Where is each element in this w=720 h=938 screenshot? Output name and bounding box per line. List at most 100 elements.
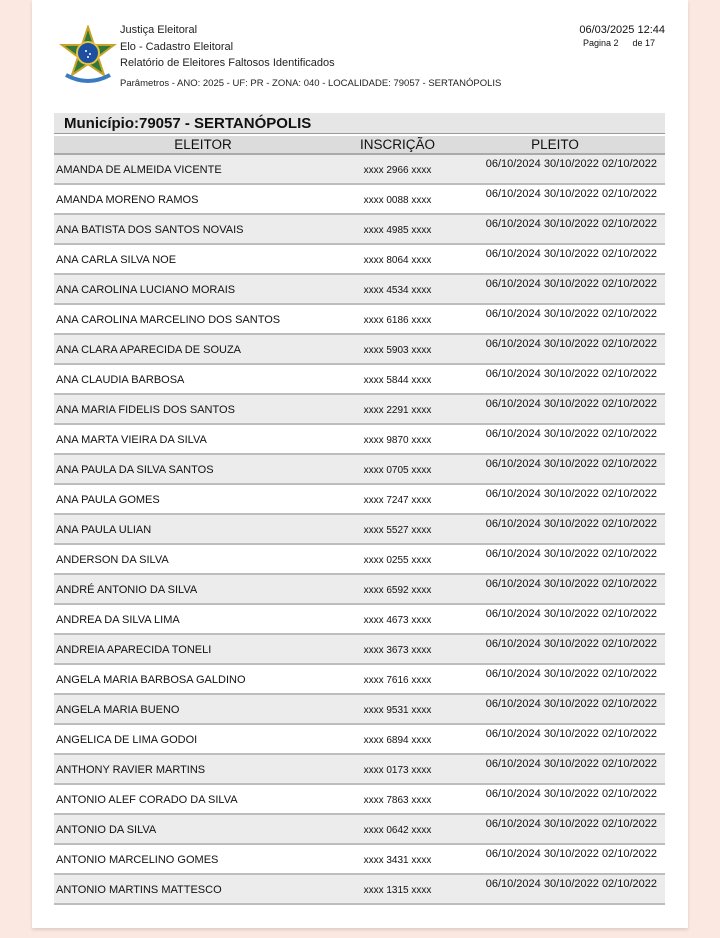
voter-pleito: 06/10/2024 30/10/2022 02/10/2022 xyxy=(485,848,657,860)
system-name: Elo - Cadastro Eleitoral xyxy=(120,41,234,53)
voter-name: ANGELICA DE LIMA GODOI xyxy=(56,734,198,746)
voter-name: ANA CLARA APARECIDA DE SOUZA xyxy=(56,344,242,356)
voter-name: ANA CAROLINA MARCELINO DOS SANTOS xyxy=(56,314,281,326)
voter-inscricao: xxxx 0255 xxxx xyxy=(363,555,432,566)
voter-name: ANA PAULA ULIAN xyxy=(56,524,152,536)
voter-name: ANTONIO MARTINS MATTESCO xyxy=(56,884,222,896)
voter-pleito: 06/10/2024 30/10/2022 02/10/2022 xyxy=(485,398,657,410)
table-row: ANA CAROLINA MARCELINO DOS SANTOS xxxx 61… xyxy=(54,305,665,335)
voter-inscricao: xxxx 0173 xxxx xyxy=(363,765,432,776)
voter-pleito: 06/10/2024 30/10/2022 02/10/2022 xyxy=(485,758,657,770)
voter-name: ANA PAULA DA SILVA SANTOS xyxy=(56,464,214,476)
voter-name: ANA CAROLINA LUCIANO MORAIS xyxy=(56,284,236,296)
voter-pleito: 06/10/2024 30/10/2022 02/10/2022 xyxy=(485,608,657,620)
voter-inscricao: xxxx 1315 xxxx xyxy=(363,885,432,896)
table-row: ANA BATISTA DOS SANTOS NOVAIS xxxx 4985 x… xyxy=(54,215,665,245)
column-header-pleito: PLEITO xyxy=(531,137,579,152)
brazil-coat-of-arms-icon xyxy=(59,25,117,83)
voter-inscricao: xxxx 3431 xxxx xyxy=(363,855,432,866)
voter-name: AMANDA DE ALMEIDA VICENTE xyxy=(56,164,222,176)
table-row: ANDRÉ ANTONIO DA SILVA xxxx 6592 xxxx 06/1… xyxy=(54,575,665,605)
voter-pleito: 06/10/2024 30/10/2022 02/10/2022 xyxy=(485,428,657,440)
voter-name: ANTONIO ALEF CORADO DA SILVA xyxy=(56,794,238,806)
voter-inscricao: xxxx 6592 xxxx xyxy=(363,585,432,596)
voter-pleito: 06/10/2024 30/10/2022 02/10/2022 xyxy=(485,338,657,350)
voter-inscricao: xxxx 9531 xxxx xyxy=(363,705,432,716)
table-row: AMANDA MORENO RAMOS xxxx 0088 xxxx 06/10/2… xyxy=(54,185,665,215)
voter-inscricao: xxxx 6186 xxxx xyxy=(363,315,432,326)
table-row: ANA MARIA FIDELIS DOS SANTOS xxxx 2291 xx… xyxy=(54,395,665,425)
table-row: ANDREA DA SILVA LIMA xxxx 4673 xxxx 06/10/… xyxy=(54,605,665,635)
voter-name: ANA CLAUDIA BARBOSA xyxy=(56,374,185,386)
voter-inscricao: xxxx 5903 xxxx xyxy=(363,345,432,356)
voter-name: ANA PAULA GOMES xyxy=(56,494,160,506)
report-datetime: 06/03/2025 12:44 xyxy=(579,24,665,36)
table-row: ANTONIO MARTINS MATTESCO xxxx 1315 xxxx 06… xyxy=(54,875,665,905)
voter-inscricao: xxxx 6894 xxxx xyxy=(363,735,432,746)
voter-pleito: 06/10/2024 30/10/2022 02/10/2022 xyxy=(485,578,657,590)
table-row: ANA CLARA APARECIDA DE SOUZA xxxx 5903 xx… xyxy=(54,335,665,365)
voter-inscricao: xxxx 9870 xxxx xyxy=(363,435,432,446)
table-row: ANA CLAUDIA BARBOSA xxxx 5844 xxxx 06/10/2… xyxy=(54,365,665,395)
table-row: ANA CARLA SILVA NOE xxxx 8064 xxxx 06/10/2… xyxy=(54,245,665,275)
voter-name: ANA MARTA VIEIRA DA SILVA xyxy=(56,434,207,446)
voter-pleito: 06/10/2024 30/10/2022 02/10/2022 xyxy=(485,188,657,200)
voter-pleito: 06/10/2024 30/10/2022 02/10/2022 xyxy=(485,278,657,290)
voter-name: ANTONIO DA SILVA xyxy=(56,824,157,836)
voter-name: ANDREA DA SILVA LIMA xyxy=(56,614,180,626)
voter-name: AMANDA MORENO RAMOS xyxy=(56,194,199,206)
voter-pleito: 06/10/2024 30/10/2022 02/10/2022 xyxy=(485,458,657,470)
report-page: Justiça Eleitoral Elo - Cadastro Eleitor… xyxy=(32,0,688,928)
voter-inscricao: xxxx 4673 xxxx xyxy=(363,615,432,626)
voter-name: ANTONIO MARCELINO GOMES xyxy=(56,854,219,866)
page-indicator: Pagina 2 de 17 xyxy=(583,38,655,48)
voter-name: ANDREIA APARECIDA TONELI xyxy=(56,644,212,656)
voter-pleito: 06/10/2024 30/10/2022 02/10/2022 xyxy=(485,698,657,710)
voter-name: ANA CARLA SILVA NOE xyxy=(56,254,177,266)
column-header-eleitor: ELEITOR xyxy=(174,137,232,152)
report-title: Relatório de Eleitores Faltosos Identifi… xyxy=(120,57,335,69)
table-row: ANA PAULA GOMES xxxx 7247 xxxx 06/10/2024 … xyxy=(54,485,665,515)
voter-inscricao: xxxx 0088 xxxx xyxy=(363,195,432,206)
voter-name: ANDERSON DA SILVA xyxy=(56,554,169,566)
voter-pleito: 06/10/2024 30/10/2022 02/10/2022 xyxy=(485,248,657,260)
municipio-heading: Município:79057 - SERTANÓPOLIS xyxy=(54,113,665,134)
table-body: AMANDA DE ALMEIDA VICENTE xxxx 2966 xxxx 0… xyxy=(54,155,665,905)
voter-name: ANGELA MARIA BUENO xyxy=(56,704,180,716)
voter-pleito: 06/10/2024 30/10/2022 02/10/2022 xyxy=(485,158,657,170)
table-row: AMANDA DE ALMEIDA VICENTE xxxx 2966 xxxx 0… xyxy=(54,155,665,185)
voter-pleito: 06/10/2024 30/10/2022 02/10/2022 xyxy=(485,488,657,500)
voter-name: ANA BATISTA DOS SANTOS NOVAIS xyxy=(56,224,244,236)
voter-pleito: 06/10/2024 30/10/2022 02/10/2022 xyxy=(485,638,657,650)
voter-name: ANGELA MARIA BARBOSA GALDINO xyxy=(56,674,246,686)
report-parameters: Parâmetros - ANO: 2025 - UF: PR - ZONA: … xyxy=(120,78,502,89)
voter-pleito: 06/10/2024 30/10/2022 02/10/2022 xyxy=(485,368,657,380)
voter-pleito: 06/10/2024 30/10/2022 02/10/2022 xyxy=(485,788,657,800)
table-row: ANTONIO MARCELINO GOMES xxxx 3431 xxxx 06/… xyxy=(54,845,665,875)
voter-inscricao: xxxx 7863 xxxx xyxy=(363,795,432,806)
table-row: ANTONIO ALEF CORADO DA SILVA xxxx 7863 xx… xyxy=(54,785,665,815)
table-row: ANGELA MARIA BUENO xxxx 9531 xxxx 06/10/20… xyxy=(54,695,665,725)
voter-pleito: 06/10/2024 30/10/2022 02/10/2022 xyxy=(485,878,657,890)
voter-inscricao: xxxx 7616 xxxx xyxy=(363,675,432,686)
table-row: ANA PAULA DA SILVA SANTOS xxxx 0705 xxxx 0… xyxy=(54,455,665,485)
table-row: ANTONIO DA SILVA xxxx 0642 xxxx 06/10/2024… xyxy=(54,815,665,845)
voters-table: Município:79057 - SERTANÓPOLIS ELEITOR I… xyxy=(54,113,665,905)
voter-inscricao: xxxx 5527 xxxx xyxy=(363,525,432,536)
table-row: ANA PAULA ULIAN xxxx 5527 xxxx 06/10/2024 … xyxy=(54,515,665,545)
table-row: ANTHONY RAVIER MARTINS xxxx 0173 xxxx 06/1… xyxy=(54,755,665,785)
table-row: ANGELA MARIA BARBOSA GALDINO xxxx 7616 xx… xyxy=(54,665,665,695)
voter-pleito: 06/10/2024 30/10/2022 02/10/2022 xyxy=(485,728,657,740)
org-name: Justiça Eleitoral xyxy=(120,24,198,36)
table-header: ELEITOR INSCRIÇÃO PLEITO xyxy=(54,136,665,155)
voter-inscricao: xxxx 0705 xxxx xyxy=(363,465,432,476)
voter-pleito: 06/10/2024 30/10/2022 02/10/2022 xyxy=(485,218,657,230)
page-label: Pagina 2 xyxy=(582,38,619,48)
voter-pleito: 06/10/2024 30/10/2022 02/10/2022 xyxy=(485,518,657,530)
table-row: ANGELICA DE LIMA GODOI xxxx 6894 xxxx 06/1… xyxy=(54,725,665,755)
table-row: ANA MARTA VIEIRA DA SILVA xxxx 9870 xxxx 0… xyxy=(54,425,665,455)
page-total: de 17 xyxy=(632,38,655,48)
table-row: ANDREIA APARECIDA TONELI xxxx 3673 xxxx 06… xyxy=(54,635,665,665)
voter-inscricao: xxxx 0642 xxxx xyxy=(363,825,432,836)
voter-inscricao: xxxx 4534 xxxx xyxy=(363,285,432,296)
